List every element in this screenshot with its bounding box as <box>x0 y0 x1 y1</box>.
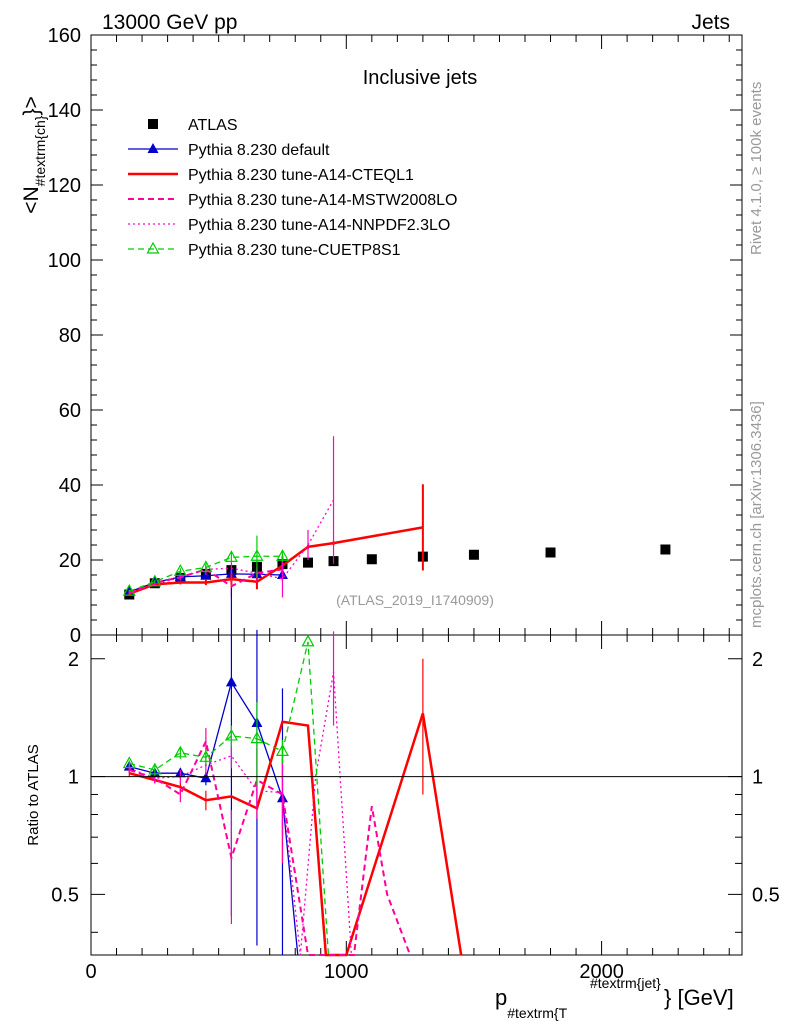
ylabel-lead: <N <box>20 186 43 213</box>
legend-label: ATLAS <box>188 117 238 134</box>
x-tick-label: 0 <box>85 961 96 983</box>
ratio-series-0 <box>123 587 299 956</box>
data-point <box>122 583 136 596</box>
ratio-point <box>122 756 136 769</box>
main-axis-ticks <box>90 34 742 955</box>
x-tick-label: 2000 <box>579 961 624 983</box>
header-jets-label: Jets <box>691 11 730 34</box>
ylabel-sub: #textrm{ch} <box>32 115 48 186</box>
main-y-tick-label: 60 <box>59 400 81 422</box>
ratio-series-4 <box>122 634 330 956</box>
x-tick-label: 1000 <box>324 961 369 983</box>
ratio-point <box>250 731 264 744</box>
main-y-tick-label: 120 <box>48 175 81 197</box>
main-y-tick-label: 40 <box>59 475 81 497</box>
rivet-label: Rivet 4.1.0, ≥ 100k events <box>748 82 765 255</box>
data-point <box>545 547 556 558</box>
mcplots-label: mcplots.cern.ch [arXiv:1306.3436] <box>748 401 765 628</box>
data-point <box>275 549 289 561</box>
ratio-y-tick-label-right: 1 <box>752 767 763 789</box>
series-line <box>128 526 424 595</box>
xlabel-sup: #textrm{jet} <box>590 975 661 991</box>
legend-swatch-marker <box>147 143 159 153</box>
main-y-tick-label: 80 <box>59 325 81 347</box>
legend-swatch-marker <box>146 241 160 254</box>
data-point <box>303 557 313 568</box>
ratio-line <box>128 738 412 956</box>
data-point <box>224 550 238 562</box>
data-point <box>468 549 479 560</box>
ylabel-tail: }> <box>20 96 43 115</box>
x-tick-labels: 0 1000 2000 <box>85 961 623 983</box>
main-y-tick-labels: 0 20 40 60 80 100 120 140 160 <box>48 25 81 647</box>
ratio-point <box>199 750 213 762</box>
ratio-y-tick-label: 2 <box>68 649 79 671</box>
main-y-tick-label: 160 <box>48 25 81 47</box>
xlabel-tail: } [GeV] <box>664 985 734 1010</box>
chart-title: Inclusive jets <box>363 67 478 89</box>
ratio-point <box>225 676 237 687</box>
ratio-point <box>275 744 289 756</box>
ratio-y-tick-label-right: 2 <box>752 649 763 671</box>
ratio-y-tick-labels: 0.5 0.5 1 1 2 2 <box>51 649 780 907</box>
legend: ATLAS Pythia 8.230 default Pythia 8.230 tu… <box>128 117 457 259</box>
legend-label: Pythia 8.230 tune-A14-NNPDF2.3LO <box>188 217 450 234</box>
svg-text:<N#textrm{ch}}>: <N#textrm{ch}}> <box>20 96 48 214</box>
ratio-line <box>129 680 299 956</box>
main-y-tick-label: 100 <box>48 250 81 272</box>
ratio-point <box>301 634 315 647</box>
data-point <box>660 544 671 555</box>
main-y-tick-label: 140 <box>48 100 81 122</box>
ratio-y-tick-label: 0.5 <box>51 884 79 906</box>
ratio-axis-ticks <box>91 658 742 933</box>
ratio-point <box>200 772 212 783</box>
main-y-axis-label: <N#textrm{ch}}> <box>20 96 48 214</box>
legend-swatch-marker <box>148 119 158 129</box>
ratio-y-tick-label: 1 <box>68 767 79 789</box>
xlabel-sub: #textrm{T <box>507 1005 567 1021</box>
legend-label: Pythia 8.230 tune-A14-MSTW2008LO <box>188 192 457 209</box>
main-y-tick-label: 20 <box>59 550 81 572</box>
main-y-tick-label: 0 <box>70 625 81 647</box>
ratio-panel-frame <box>90 634 743 956</box>
analysis-tag: (ATLAS_2019_I1740909) <box>336 592 494 608</box>
series-5 <box>122 535 289 596</box>
xlabel-p: p <box>495 985 507 1010</box>
ratio-point <box>148 762 162 775</box>
ratio-line <box>129 671 353 956</box>
data-point <box>250 549 264 561</box>
data-point <box>199 560 213 573</box>
ratio-point <box>224 728 238 741</box>
x-axis-label: p#textrm{T #textrm{jet} } [GeV] <box>495 975 734 1021</box>
series-4 <box>128 436 335 598</box>
legend-label: Pythia 8.230 tune-CUETP8S1 <box>188 242 401 259</box>
legend-label: Pythia 8.230 default <box>188 142 330 159</box>
header-energy-label: 13000 GeV pp <box>102 11 237 34</box>
data-point <box>366 554 377 565</box>
ratio-point <box>173 745 187 758</box>
ratio-series-group <box>122 587 463 957</box>
ratio-line <box>129 641 330 956</box>
svg-text:p#textrm{T: p#textrm{T <box>495 985 568 1021</box>
legend-label: Pythia 8.230 tune-A14-CTEQL1 <box>188 167 414 184</box>
main-series-group <box>122 436 671 600</box>
ratio-y-axis-label: Ratio to ATLAS <box>25 744 42 845</box>
ratio-y-tick-label-right: 0.5 <box>752 884 780 906</box>
data-point <box>173 564 187 576</box>
data-point <box>148 574 162 587</box>
